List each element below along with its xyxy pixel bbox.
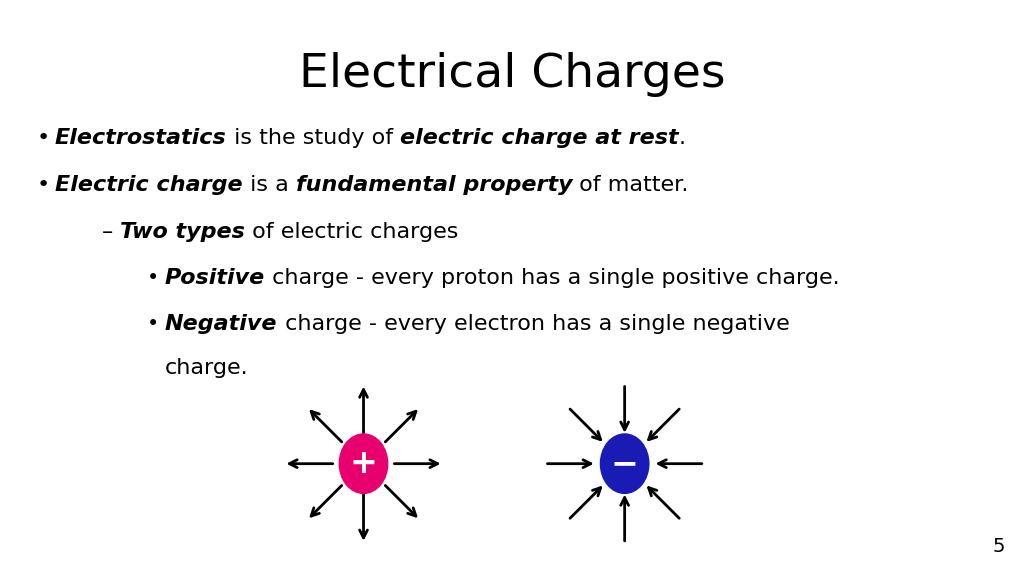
Text: fundamental property: fundamental property [296, 175, 572, 195]
Text: Electric charge: Electric charge [55, 175, 243, 195]
Ellipse shape [600, 434, 649, 494]
Text: •: • [147, 268, 160, 288]
Text: Negative: Negative [165, 314, 278, 334]
Text: is a: is a [243, 175, 296, 195]
Text: Two types: Two types [120, 222, 245, 242]
Text: •: • [37, 128, 50, 148]
Text: of matter.: of matter. [572, 175, 688, 195]
Text: of electric charges: of electric charges [245, 222, 459, 242]
Text: electric charge at rest: electric charge at rest [400, 128, 679, 148]
Text: –: – [102, 222, 114, 242]
Text: •: • [147, 314, 160, 334]
Text: .: . [679, 128, 686, 148]
Text: Electrical Charges: Electrical Charges [299, 52, 725, 97]
Text: Electrostatics: Electrostatics [55, 128, 226, 148]
Text: 5: 5 [992, 537, 1005, 556]
Text: is the study of: is the study of [226, 128, 400, 148]
Text: charge - every electron has a single negative: charge - every electron has a single neg… [278, 314, 790, 334]
Text: +: + [349, 447, 378, 480]
Text: charge - every proton has a single positive charge.: charge - every proton has a single posit… [265, 268, 840, 288]
Text: Positive: Positive [165, 268, 265, 288]
Text: charge.: charge. [165, 358, 249, 378]
Ellipse shape [339, 434, 388, 494]
Text: •: • [37, 175, 50, 195]
Text: −: − [610, 447, 639, 480]
